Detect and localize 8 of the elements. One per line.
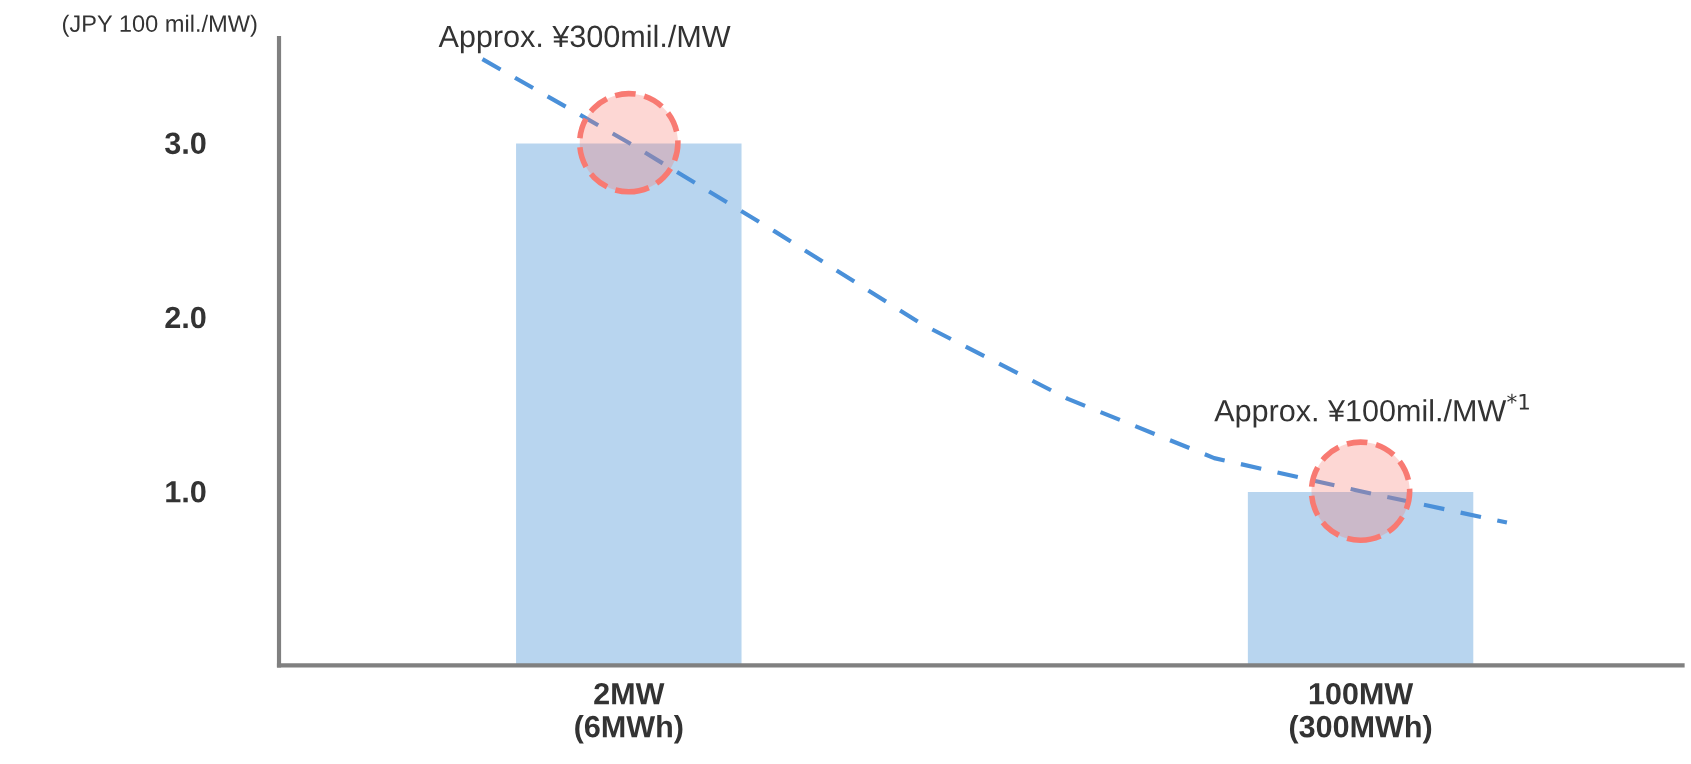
y-tick-label: 2.0 (165, 306, 206, 329)
y-tick-label: 3.0 (165, 132, 206, 155)
x-tick-label: 2MW (6MWh) (575, 682, 683, 744)
annotation: Approx. ¥300mil./MW (438, 24, 731, 54)
annotation: Approx. ¥100mil./MW$^{*1}$ (1214, 393, 1529, 428)
y-axis-title: (JPY 100 mil./MW) (63, 14, 257, 37)
x-tick-label: 100MW (300MWh) (1289, 682, 1432, 744)
y-tick-label: 1.0 (166, 480, 206, 503)
